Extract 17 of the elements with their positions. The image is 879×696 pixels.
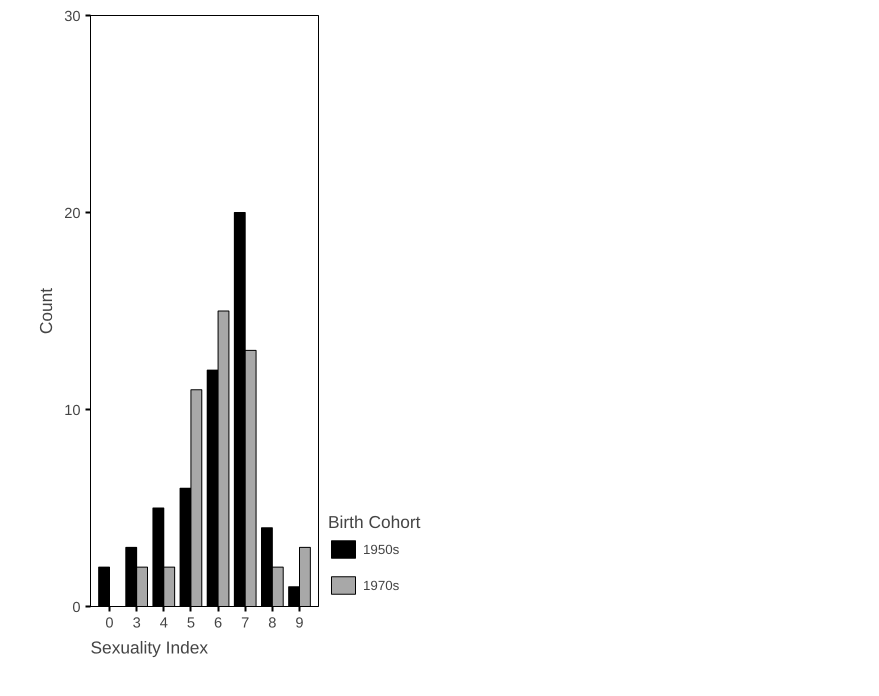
x-tick-label: 5 bbox=[186, 616, 196, 632]
x-tick-label: 7 bbox=[241, 616, 250, 632]
x-tick-label: 0 bbox=[105, 616, 114, 632]
y-tick-label: 10 bbox=[64, 403, 81, 419]
x-tick-label: 9 bbox=[295, 616, 304, 632]
y-tick-label: 20 bbox=[64, 206, 81, 222]
y-tick-label: 30 bbox=[64, 9, 81, 25]
legend-label: 1950s bbox=[363, 542, 400, 556]
x-tick-label: 4 bbox=[160, 616, 168, 632]
legend-title: Birth Cohort bbox=[328, 512, 420, 533]
y-tick-label: 0 bbox=[72, 600, 81, 616]
x-tick-label: 6 bbox=[214, 616, 222, 632]
x-axis-title: Sexuality Index bbox=[90, 638, 208, 658]
x-tick-label: 8 bbox=[268, 616, 276, 632]
y-axis-title: Count bbox=[36, 288, 56, 334]
x-tick-label: 3 bbox=[132, 616, 141, 632]
legend-label: 1970s bbox=[363, 578, 400, 592]
